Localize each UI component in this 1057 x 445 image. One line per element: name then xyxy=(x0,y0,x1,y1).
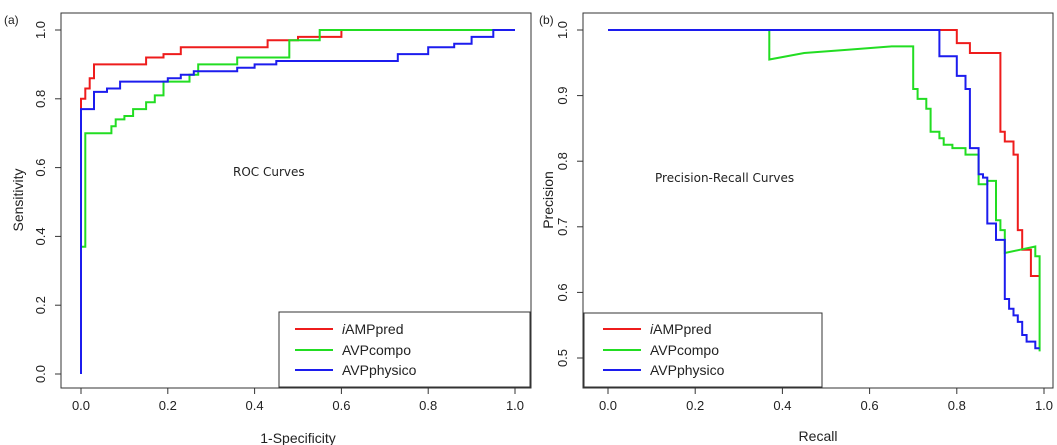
pr-legend: iAMPpred AVPcompo AVPphysico xyxy=(583,312,823,388)
roc-legend-label-avpcompo: AVPcompo xyxy=(342,342,411,358)
pr-series-line-avpphysico xyxy=(608,29,1040,350)
pr-x-tick-label: 0.8 xyxy=(948,398,966,413)
roc-panel: 0.0 0.2 0.4 0.6 0.8 1.0 0.0 0.2 0.4 0.6 0.8 1.0 (a)… xyxy=(4,12,532,445)
pr-y-tick-label: 0.9 xyxy=(555,87,570,105)
pr-y-tick-label: 0.5 xyxy=(555,349,570,367)
roc-legend: iAMPpred AVPcompo AVPphysico xyxy=(278,311,531,388)
pr-x-tick-label: 1.0 xyxy=(1035,398,1053,413)
pr-legend-label-avpphysico: AVPphysico xyxy=(650,362,725,378)
roc-legend-label-iampred: iAMPpred xyxy=(342,321,403,337)
pr-series-line-avpcompo xyxy=(608,29,1041,352)
roc-axis-ticks: 0.0 0.2 0.4 0.6 0.8 1.0 0.0 0.2 0.4 0.6 0.8 1.0 xyxy=(33,21,524,413)
pr-x-axis-label: Recall xyxy=(799,428,838,444)
pr-x-tick-label: 0.6 xyxy=(861,398,879,413)
pr-panel: 0.0 0.2 0.4 0.6 0.8 1.0 0.5 0.6 0.7 0.8 0.9 1.0 (b)… xyxy=(539,12,1054,444)
pr-y-axis-label: Precision xyxy=(540,171,556,229)
pr-panel-label: (b) xyxy=(539,13,554,27)
pr-y-tick-label: 1.0 xyxy=(555,21,570,39)
roc-y-tick-label: 1.0 xyxy=(33,21,48,39)
roc-legend-name-iampred: AMPpred xyxy=(345,321,403,337)
roc-series xyxy=(80,29,515,374)
roc-y-axis-label: Sensitivity xyxy=(10,168,26,231)
pr-y-tick-label: 0.6 xyxy=(555,283,570,301)
roc-series-line-iamppred xyxy=(80,29,515,110)
roc-x-tick-label: 0.2 xyxy=(159,398,177,413)
pr-axis-ticks: 0.0 0.2 0.4 0.6 0.8 1.0 0.5 0.6 0.7 0.8 0.9 1.0 xyxy=(555,21,1053,413)
roc-y-tick-label: 0.4 xyxy=(33,227,48,245)
roc-series-line-avpcompo xyxy=(81,29,515,248)
pr-legend-prefix-iampred: i xyxy=(650,321,654,337)
pr-series xyxy=(608,29,1041,352)
roc-x-tick-label: 0.0 xyxy=(72,398,90,413)
pr-y-tick-label: 0.8 xyxy=(555,152,570,170)
pr-legend-name-iampred: AMPpred xyxy=(653,321,711,337)
roc-series-line-avpphysico xyxy=(80,29,515,374)
roc-x-tick-label: 0.6 xyxy=(332,398,350,413)
roc-legend-label-avpphysico: AVPphysico xyxy=(342,362,417,378)
pr-x-tick-label: 0.2 xyxy=(686,398,704,413)
roc-y-tick-label: 0.8 xyxy=(33,90,48,108)
roc-y-tick-label: 0.6 xyxy=(33,159,48,177)
roc-x-tick-label: 0.4 xyxy=(246,398,264,413)
roc-x-tick-label: 0.8 xyxy=(419,398,437,413)
roc-x-axis-label: 1-Specificity xyxy=(260,430,335,445)
pr-chart-title: Precision-Recall Curves xyxy=(655,171,794,185)
pr-legend-label-iampred: iAMPpred xyxy=(650,321,711,337)
roc-plot-frame xyxy=(60,12,532,389)
pr-legend-label-avpcompo: AVPcompo xyxy=(650,342,719,358)
pr-x-tick-label: 0.4 xyxy=(773,398,791,413)
roc-y-tick-label: 0.2 xyxy=(33,296,48,314)
roc-panel-label: (a) xyxy=(4,13,19,27)
pr-y-tick-label: 0.7 xyxy=(555,218,570,236)
roc-chart-title: ROC Curves xyxy=(233,165,305,179)
pr-plot-frame xyxy=(582,12,1054,389)
roc-x-tick-label: 1.0 xyxy=(506,398,524,413)
pr-x-tick-label: 0.0 xyxy=(599,398,617,413)
roc-y-tick-label: 0.0 xyxy=(33,365,48,383)
pr-series-line-iamppred xyxy=(608,29,1040,277)
roc-legend-prefix-iampred: i xyxy=(342,321,346,337)
